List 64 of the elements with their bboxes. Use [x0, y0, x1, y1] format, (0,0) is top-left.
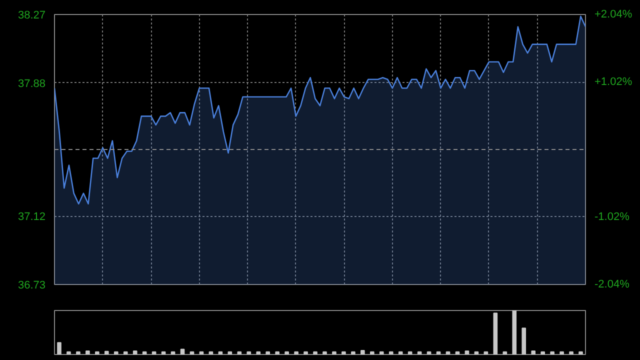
bar [304, 351, 308, 354]
bar [114, 351, 118, 354]
bar [170, 351, 176, 354]
bar [522, 328, 526, 354]
bar [322, 351, 327, 354]
bar [246, 351, 252, 354]
y2-tick-label: +2.04% [594, 8, 632, 20]
bar [275, 351, 280, 354]
bar [379, 351, 384, 354]
bar [104, 350, 109, 354]
bar [560, 351, 564, 354]
y-tick-label: 37.88 [18, 78, 46, 90]
bar [436, 351, 441, 354]
bar [266, 351, 270, 354]
bar [142, 351, 147, 354]
bar [474, 351, 479, 354]
y-tick-label: 36.73 [18, 280, 46, 292]
bar [95, 351, 100, 354]
bar [76, 351, 80, 354]
bar [66, 351, 71, 354]
y2-tick-label: -2.04% [594, 278, 630, 290]
bar [398, 351, 403, 354]
bar [512, 310, 517, 354]
bar [484, 351, 488, 354]
bar [351, 351, 356, 354]
bar [208, 351, 214, 354]
bar [57, 342, 62, 354]
bar [294, 351, 298, 354]
bar [161, 351, 166, 354]
bar [313, 351, 318, 354]
bar [578, 351, 583, 354]
bar [417, 351, 422, 354]
y-tick-label: 38.27 [18, 10, 46, 22]
bar [370, 351, 374, 354]
bar [388, 351, 394, 354]
bar [256, 351, 261, 354]
bar [180, 348, 185, 354]
bar [493, 312, 498, 354]
bar [86, 350, 90, 354]
bar [360, 350, 365, 354]
bar [455, 351, 460, 354]
y-tick-label: 37.12 [18, 211, 46, 224]
bar [218, 351, 223, 354]
bar [190, 351, 194, 354]
bar [531, 350, 536, 354]
bar [199, 351, 204, 354]
bar [284, 351, 289, 354]
bar [540, 351, 545, 354]
bar [464, 350, 470, 354]
bar [502, 351, 508, 354]
bar [446, 351, 450, 354]
bar [123, 351, 128, 354]
bar [408, 351, 412, 354]
bar [132, 350, 138, 354]
bar [237, 351, 242, 354]
bar [152, 351, 156, 354]
y2-tick-label: -1.02% [594, 211, 630, 223]
bar [332, 351, 336, 354]
bar [569, 351, 574, 354]
bar [550, 351, 554, 354]
bar [228, 351, 232, 354]
bar [426, 351, 432, 354]
bar [342, 351, 346, 354]
y2-tick-label: +1.02% [594, 76, 632, 88]
